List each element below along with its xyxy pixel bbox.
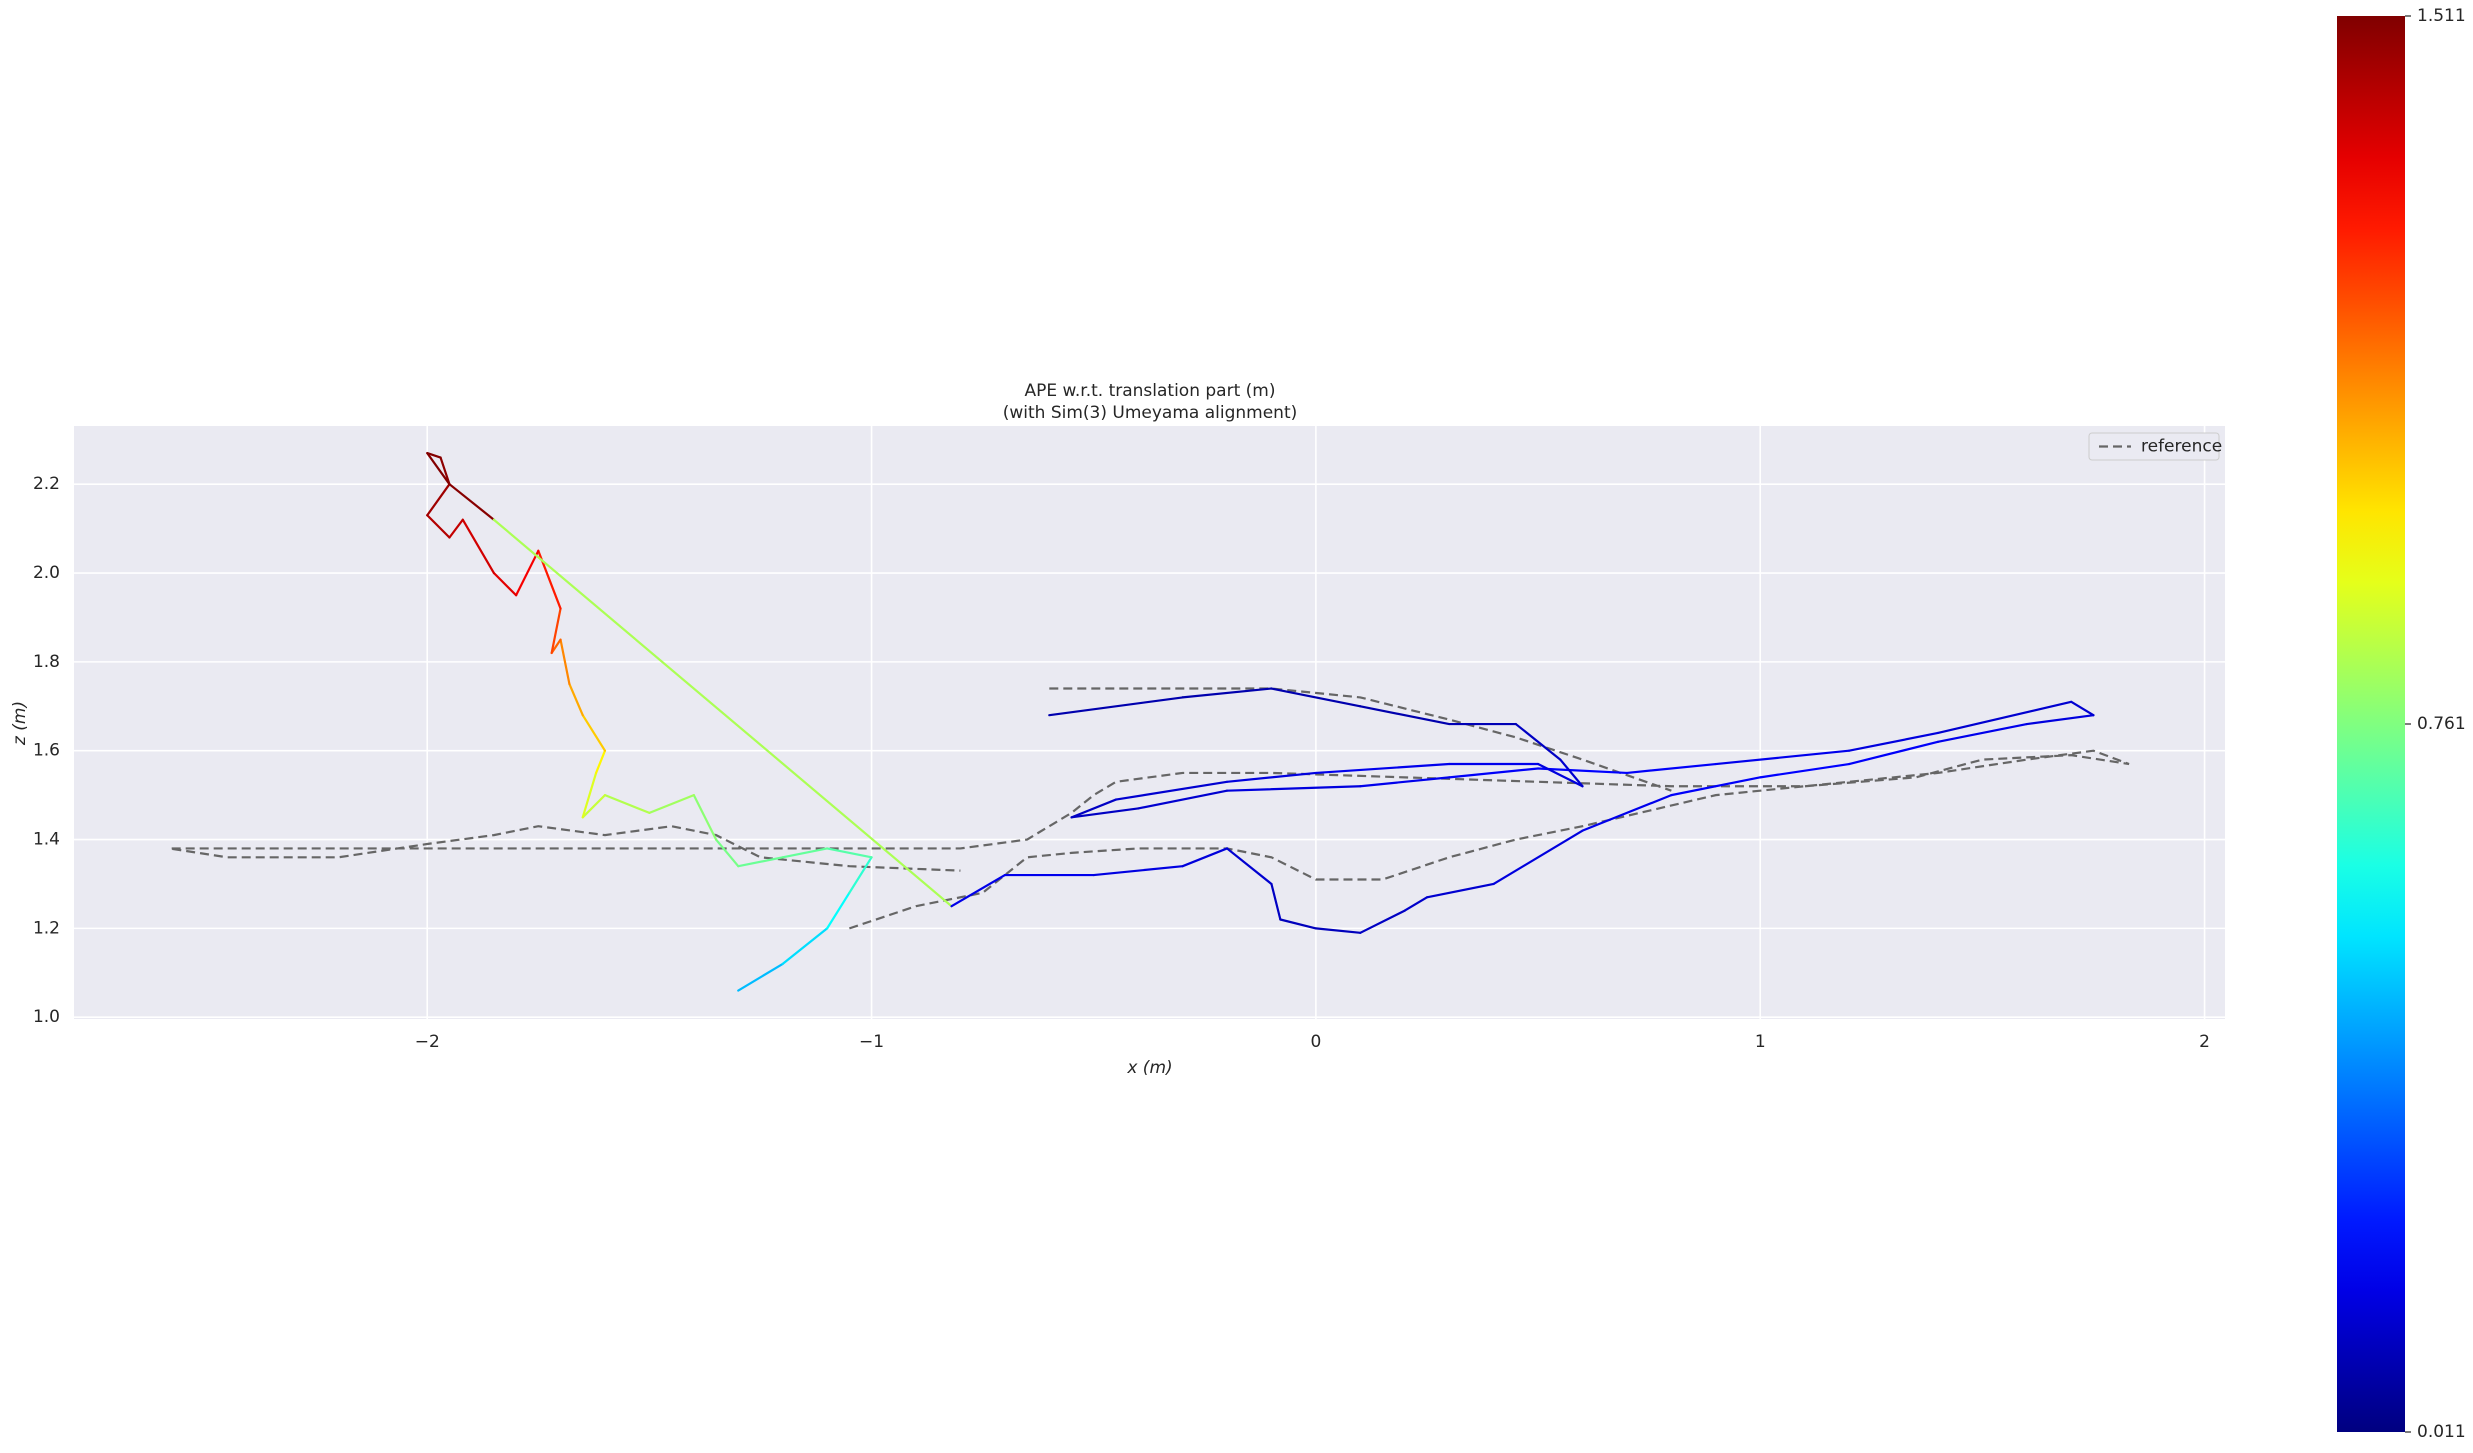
trajectory-segment (1559, 758, 1584, 788)
y-tick-label: 1.4 (33, 830, 60, 850)
trajectory-segment (648, 794, 695, 814)
trajectory-segment (1448, 767, 1540, 779)
trajectory-segment (1279, 918, 1318, 930)
trajectory-segment (714, 838, 740, 868)
trajectory-segment (1070, 798, 1118, 819)
trajectory-segment (1359, 909, 1406, 934)
trajectory-segment (448, 483, 495, 521)
trajectory-segment (1514, 722, 1562, 761)
x-tick-label: 0 (1310, 1032, 1321, 1052)
colorbar-tick-label: 0.761 (2417, 714, 2466, 734)
trajectory-segment (1714, 749, 1851, 766)
trajectory-segment (1314, 762, 1451, 775)
y-tick-label: 1.0 (33, 1007, 60, 1027)
trajectory-segment (2070, 700, 2095, 717)
colorbar (2337, 16, 2405, 1432)
trajectory-segment (1403, 896, 1429, 912)
legend-label: reference (2141, 437, 2222, 457)
trajectory-segment (603, 794, 651, 814)
trajectory-segment (1314, 927, 1362, 934)
trajectory-segment (550, 607, 562, 655)
trajectory-segment (1270, 687, 1362, 708)
chart-subtitle: (with Sim(3) Umeyama alignment) (1003, 403, 1298, 423)
trajectory-segment (1181, 847, 1229, 868)
trajectory-segment (448, 518, 464, 539)
trajectory-segment (1581, 794, 1673, 832)
trajectory-segment (2025, 714, 2095, 726)
trajectory-segment (426, 451, 451, 486)
trajectory-segment (439, 456, 451, 486)
x-tick-label: 1 (1755, 1032, 1766, 1052)
trajectory-segment (1536, 767, 1629, 775)
trajectory-segment (581, 794, 607, 819)
trajectory-segment (492, 518, 953, 908)
trajectory-segment (1425, 882, 1495, 899)
trajectory-segment (1359, 776, 1451, 788)
trajectory-segment (1181, 687, 1273, 699)
trajectory-segment (826, 891, 851, 930)
trajectory-segment (559, 638, 571, 686)
trajectory-segment (1759, 762, 1851, 779)
trajectory-segment (1492, 829, 1584, 886)
y-tick-label: 1.2 (33, 918, 60, 938)
trajectory-segment (515, 549, 540, 597)
trajectory-segment (692, 794, 718, 841)
trajectory-segment (1092, 865, 1184, 877)
reference-line (169, 687, 2130, 930)
trajectory-segment (568, 682, 584, 717)
trajectory-segment (1359, 705, 1451, 726)
y-tick-label: 1.8 (33, 652, 60, 672)
trajectory-segment (781, 847, 829, 859)
trajectory-segment (1225, 785, 1362, 792)
x-tick-label: −1 (859, 1032, 884, 1052)
trajectory-segment (1847, 740, 1940, 766)
trajectory-segment (1070, 807, 1140, 819)
colorbar-tick-label: 1.511 (2417, 6, 2466, 26)
trajectory-segment (1048, 696, 1184, 717)
x-tick-label: −2 (415, 1032, 440, 1052)
trajectory-segment (1270, 882, 1282, 921)
trajectory-segment (1936, 700, 2073, 735)
y-tick-label: 2.2 (33, 474, 60, 494)
trajectory-segment (581, 771, 598, 819)
y-tick-label: 2.0 (33, 563, 60, 583)
y-axis-label: z (m) (10, 701, 30, 746)
trajectory-segment (426, 483, 451, 517)
plot-area (74, 426, 2225, 1019)
trajectory-segment (737, 962, 784, 992)
trajectory-segment (1670, 776, 1762, 797)
trajectory-segment (848, 856, 873, 894)
trajectory-segment (581, 714, 607, 752)
trajectory-segment (1847, 731, 1940, 752)
trajectory-segment (426, 451, 442, 459)
trajectory-segment (492, 571, 518, 597)
colorbar-tick-label: 0.011 (2417, 1422, 2466, 1442)
trajectory-segment (737, 856, 784, 868)
trajectory-segment (1225, 847, 1273, 886)
x-tick-label: 2 (2199, 1032, 2210, 1052)
legend-box (2088, 432, 2220, 461)
trajectory-segment (1137, 789, 1229, 810)
trajectory-segment (461, 518, 495, 575)
trajectory-segment (426, 514, 451, 539)
trajectory-segment (1536, 762, 1584, 788)
trajectory-segment (594, 749, 607, 775)
chart-title: APE w.r.t. translation part (m) (1025, 381, 1276, 401)
trajectory-segment (1936, 722, 2028, 743)
trajectory-segment (781, 927, 829, 966)
trajectory-segment (1625, 762, 1717, 775)
x-axis-label: x (m) (1126, 1058, 1172, 1078)
trajectory-segment (826, 847, 873, 859)
trajectory-segment (1114, 780, 1229, 801)
y-tick-label: 1.6 (33, 741, 60, 761)
trajectory-segment (950, 873, 1006, 908)
trajectory-segment (1225, 771, 1318, 783)
